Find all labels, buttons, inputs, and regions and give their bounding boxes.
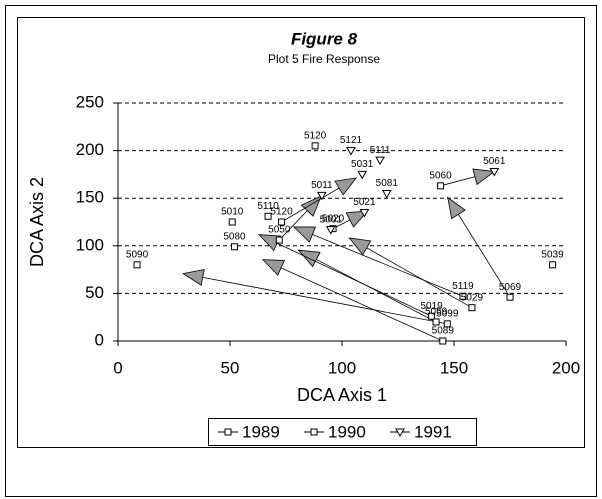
point: [359, 208, 370, 218]
arrow-line: [357, 242, 473, 309]
point: [133, 261, 141, 269]
x-tick-label: 150: [440, 358, 468, 377]
outer-frame: [5, 5, 597, 497]
arrow-line: [267, 238, 432, 317]
arrow-line: [192, 275, 448, 325]
chart-frame: [17, 17, 585, 448]
point-label: 5001: [320, 214, 343, 225]
arrow-head: [182, 268, 205, 286]
point-label: 5031: [351, 159, 374, 170]
point: [228, 218, 236, 226]
point-label: 5089: [432, 326, 455, 337]
point: [443, 320, 451, 328]
y-tick-label: 50: [85, 283, 104, 302]
legend-marker: [310, 428, 318, 436]
arrow-line: [271, 263, 443, 342]
legend-marker: [224, 428, 232, 436]
point-label: 5120: [270, 207, 293, 218]
legend: [208, 418, 477, 446]
point-label: 5090: [126, 249, 149, 260]
point: [316, 191, 327, 201]
x-axis-label: DCA Axis 1: [297, 385, 387, 405]
arrow-head: [261, 259, 285, 276]
point-label: 5110: [257, 201, 279, 212]
y-tick-label: 200: [76, 140, 104, 159]
x-tick-label: 0: [113, 358, 122, 377]
arrow-line: [303, 230, 464, 297]
point: [428, 312, 436, 320]
x-tick-label: 200: [552, 358, 580, 377]
point-label: 5080: [223, 231, 246, 242]
point-label: 5099: [436, 309, 459, 320]
arrow-head: [345, 210, 369, 228]
point: [549, 261, 557, 269]
point-label: 5121: [340, 135, 363, 146]
legend-label: 1989: [242, 422, 280, 441]
arrow-line: [281, 182, 348, 223]
arrow-head: [348, 237, 372, 256]
point-label: 5061: [483, 156, 506, 167]
legend-label: 1991: [414, 422, 452, 441]
y-tick-label: 150: [76, 188, 104, 207]
arrow-head: [472, 168, 496, 186]
arrow-head: [334, 177, 358, 196]
y-tick-label: 250: [76, 92, 104, 111]
legend-marker: [395, 428, 405, 438]
point-label: 5119: [452, 281, 474, 292]
point: [230, 243, 238, 251]
point: [432, 318, 440, 326]
y-tick-label: 0: [95, 330, 104, 349]
point: [311, 142, 319, 150]
point-label: 5111: [370, 145, 391, 156]
point: [381, 189, 392, 199]
point: [375, 156, 385, 166]
point-label: 5011: [311, 180, 333, 191]
x-tick-label: 50: [221, 358, 240, 377]
point-label: 5120: [304, 130, 327, 141]
point-label: 5059: [425, 307, 448, 318]
point: [459, 292, 467, 300]
point-label: 5060: [429, 170, 452, 181]
point: [506, 293, 514, 301]
legend-label: 1990: [328, 422, 366, 441]
y-axis-label: DCA Axis 2: [27, 177, 47, 267]
chart-title: Figure 8: [291, 29, 358, 48]
point-label: 5069: [499, 282, 522, 293]
point: [439, 337, 447, 345]
point: [437, 182, 445, 190]
arrow-head: [292, 226, 317, 243]
point: [275, 236, 283, 244]
arrow-line: [452, 205, 511, 298]
y-tick-label: 100: [76, 235, 104, 254]
point: [468, 304, 476, 312]
point: [489, 168, 500, 177]
point-label: 5081: [376, 178, 399, 189]
point: [278, 218, 286, 226]
point-label: 5020: [322, 213, 345, 224]
point-label: 5039: [541, 249, 564, 260]
point: [325, 226, 336, 235]
point: [357, 170, 368, 180]
point-label: 5029: [461, 292, 484, 303]
point-label: 5021: [353, 197, 376, 208]
x-tick-label: 100: [328, 358, 356, 377]
point: [346, 147, 356, 156]
arrow-head: [447, 196, 466, 220]
point-label: 5050: [268, 225, 291, 236]
point: [264, 212, 272, 220]
chart-subtitle: Plot 5 Fire Response: [268, 52, 380, 66]
point-label: 5019: [420, 301, 443, 312]
point-label: 5010: [221, 207, 244, 218]
